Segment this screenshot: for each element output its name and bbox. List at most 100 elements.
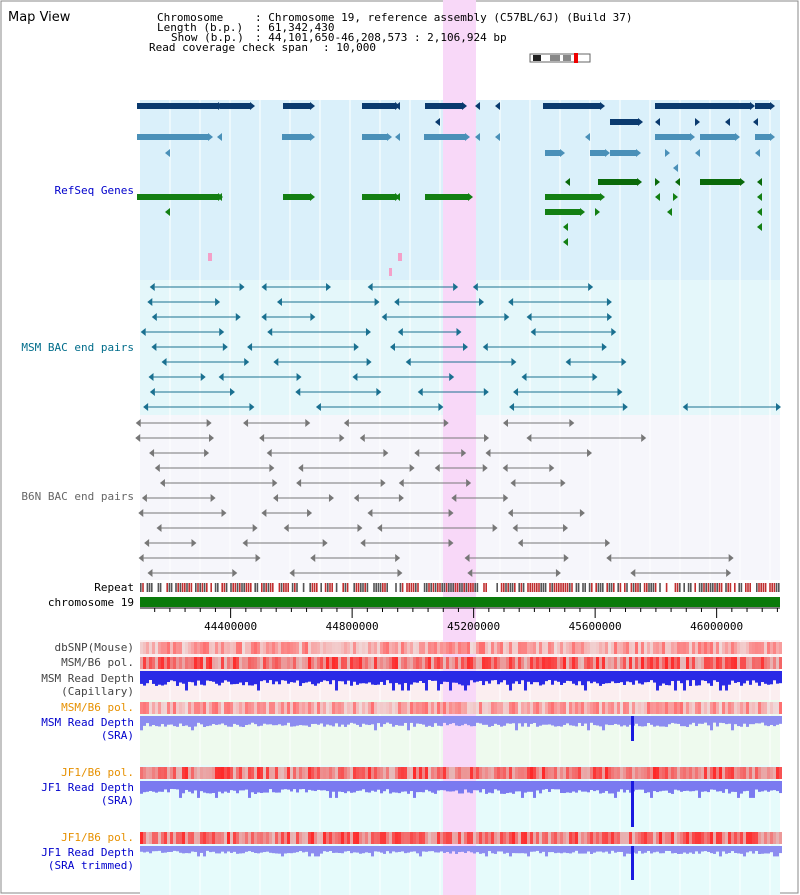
gene-strand-arrow[interactable] <box>655 118 660 126</box>
b6n-bac-pair-end[interactable] <box>261 509 267 517</box>
msm-bac-pair-end[interactable] <box>504 313 510 321</box>
b6n-bac-pair-end[interactable] <box>451 494 457 502</box>
msm-bac-pair-end[interactable] <box>315 403 321 411</box>
b6n-bac-pair-end[interactable] <box>507 509 513 517</box>
gene-strand-arrow[interactable] <box>655 193 660 201</box>
msm-bac-pair-end[interactable] <box>267 328 273 336</box>
msm-bac-pair-end[interactable] <box>148 373 154 381</box>
gene-strand-arrow[interactable] <box>667 208 672 216</box>
gene-exon[interactable] <box>362 194 395 200</box>
msm-bac-pair-end[interactable] <box>601 343 607 351</box>
msm-bac-pair-end[interactable] <box>449 373 455 381</box>
b6n-bac-pair-end[interactable] <box>414 449 420 457</box>
gene-strand-arrow[interactable] <box>600 193 605 201</box>
b6n-bac-pair-end[interactable] <box>242 539 248 547</box>
chromosome-bar[interactable] <box>140 597 780 607</box>
gene-strand-arrow[interactable] <box>735 133 740 141</box>
b6n-bac-pair-end[interactable] <box>138 554 144 562</box>
b6n-bac-pair-end[interactable] <box>549 464 555 472</box>
b6n-bac-pair-end[interactable] <box>149 449 155 457</box>
b6n-bac-pair-end[interactable] <box>359 434 365 442</box>
b6n-bac-pair-end[interactable] <box>273 494 279 502</box>
b6n-bac-pair-end[interactable] <box>606 554 612 562</box>
gene-strand-arrow[interactable] <box>495 102 500 110</box>
b6n-bac-pair-end[interactable] <box>296 479 302 487</box>
gene-exon[interactable] <box>590 150 605 156</box>
gene-exon[interactable] <box>598 179 637 185</box>
b6n-bac-pair-end[interactable] <box>380 479 386 487</box>
b6n-bac-pair-end[interactable] <box>138 509 144 517</box>
msm-bac-pair-end[interactable] <box>776 403 781 411</box>
b6n-bac-pair-end[interactable] <box>464 554 470 562</box>
gene-strand-arrow[interactable] <box>387 133 392 141</box>
msm-bac-pair-end[interactable] <box>239 283 245 291</box>
gene-exon[interactable] <box>282 134 310 140</box>
b6n-bac-pair-end[interactable] <box>259 434 265 442</box>
gene-exon[interactable] <box>545 209 580 215</box>
gene-strand-arrow[interactable] <box>605 149 610 157</box>
msm-bac-pair-end[interactable] <box>326 283 332 291</box>
gene-exon[interactable] <box>755 103 770 109</box>
msm-bac-pair-end[interactable] <box>456 328 462 336</box>
msm-bac-pair-end[interactable] <box>143 403 149 411</box>
b6n-bac-pair-end[interactable] <box>526 434 532 442</box>
msm-bac-pair-end[interactable] <box>565 358 571 366</box>
b6n-bac-pair-end[interactable] <box>353 494 359 502</box>
msm-bac-pair-end[interactable] <box>296 373 302 381</box>
msm-bac-pair-end[interactable] <box>149 283 155 291</box>
msm-bac-pair-end[interactable] <box>479 298 485 306</box>
b6n-bac-pair-end[interactable] <box>461 449 467 457</box>
jf1-depth-sra-spike[interactable] <box>631 781 634 827</box>
msm-bac-pair-end[interactable] <box>219 328 225 336</box>
msm-bac-pair-end[interactable] <box>482 343 488 351</box>
gene-strand-arrow[interactable] <box>585 133 590 141</box>
msm-bac-pair-end[interactable] <box>389 343 395 351</box>
gene-strand-arrow[interactable] <box>675 178 680 186</box>
b6n-bac-pair-end[interactable] <box>485 449 491 457</box>
msm-bac-pair-end[interactable] <box>244 358 250 366</box>
msm-bac-pair-end[interactable] <box>592 373 598 381</box>
gene-exon[interactable] <box>655 103 750 109</box>
gene-exon[interactable] <box>545 194 600 200</box>
msm-bac-pair-end[interactable] <box>617 388 623 396</box>
b6n-bac-pair-end[interactable] <box>144 539 150 547</box>
gene-strand-arrow[interactable] <box>217 193 222 201</box>
b6n-bac-pair-end[interactable] <box>377 524 383 532</box>
msm-bac-pair-end[interactable] <box>682 403 688 411</box>
b6n-bac-pair-end[interactable] <box>360 539 366 547</box>
b6n-bac-pair-end[interactable] <box>232 569 238 577</box>
b6n-bac-pair-end[interactable] <box>204 449 210 457</box>
b6n-bac-pair-end[interactable] <box>147 569 153 577</box>
gene-strand-arrow[interactable] <box>395 193 400 201</box>
gene-exon[interactable] <box>425 194 468 200</box>
gene-strand-arrow[interactable] <box>757 178 762 186</box>
gene-strand-arrow[interactable] <box>495 133 500 141</box>
b6n-bac-pair-end[interactable] <box>443 419 449 427</box>
b6n-bac-pair-end[interactable] <box>154 464 160 472</box>
gene-exon[interactable] <box>137 103 218 109</box>
msm-bac-pair-end[interactable] <box>521 373 527 381</box>
gene-exon[interactable] <box>283 103 310 109</box>
gene-exon[interactable] <box>362 103 395 109</box>
gene-strand-arrow[interactable] <box>563 223 568 231</box>
gene-strand-arrow[interactable] <box>462 102 467 110</box>
b6n-bac-pair-end[interactable] <box>563 554 569 562</box>
b6n-bac-pair-end[interactable] <box>569 419 575 427</box>
gene-exon[interactable] <box>137 134 208 140</box>
b6n-bac-pair-end[interactable] <box>266 449 272 457</box>
b6n-bac-pair-end[interactable] <box>563 524 569 532</box>
gene-exon[interactable] <box>362 134 387 140</box>
gene-exon[interactable] <box>425 103 462 109</box>
b6n-bac-pair-end[interactable] <box>141 494 147 502</box>
msm-bac-pair-end[interactable] <box>229 388 235 396</box>
b6n-bac-pair-end[interactable] <box>484 434 490 442</box>
b6n-bac-pair-end[interactable] <box>322 539 328 547</box>
gene-exon[interactable] <box>543 103 600 109</box>
msm-bac-pair-end[interactable] <box>235 313 241 321</box>
msm-bac-pair-end[interactable] <box>508 298 514 306</box>
b6n-bac-pair-end[interactable] <box>502 419 508 427</box>
gene-strand-arrow[interactable] <box>435 118 440 126</box>
msm-bac-pair-end[interactable] <box>147 298 153 306</box>
msm-bac-pair-end[interactable] <box>310 313 316 321</box>
gene-exon[interactable] <box>755 134 770 140</box>
